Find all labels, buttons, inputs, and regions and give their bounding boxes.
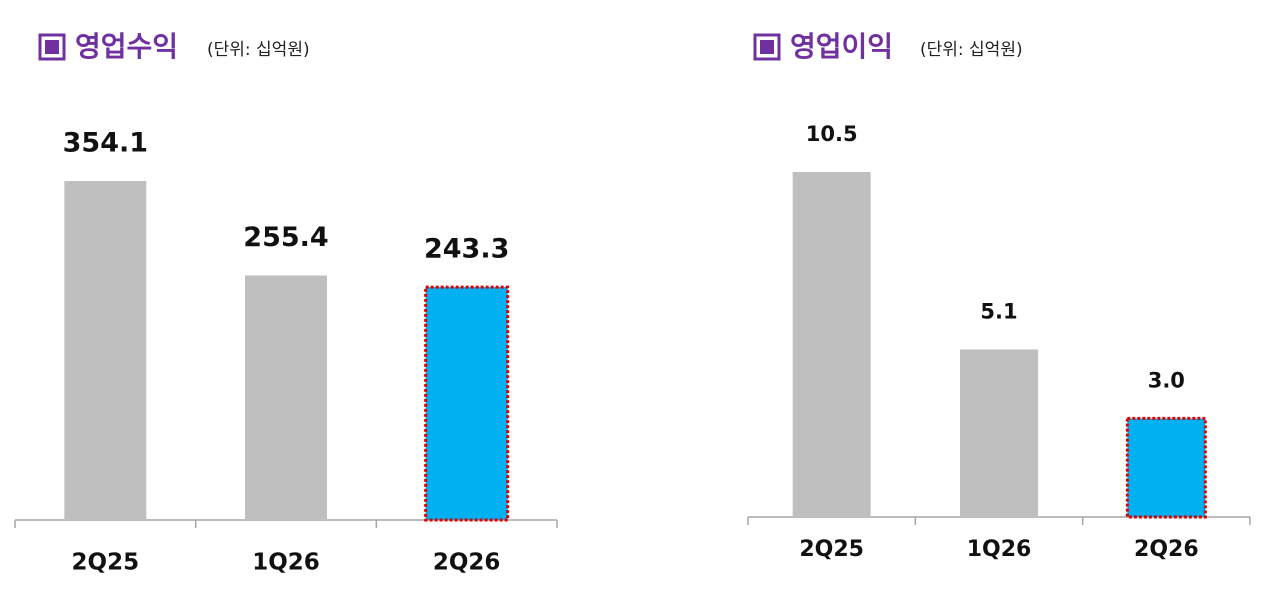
bar (792, 172, 871, 517)
x-tick-label: 1Q26 (967, 537, 1032, 562)
title-icon (760, 40, 774, 54)
bar (424, 285, 510, 522)
chart-subtitle: (단위: 십억원) (207, 40, 310, 60)
x-tick-label: 2Q26 (1134, 537, 1199, 562)
x-tick-label: 2Q26 (433, 550, 501, 576)
x-tick-label: 1Q26 (252, 550, 320, 576)
x-tick-label: 2Q25 (72, 550, 140, 576)
bar (245, 275, 327, 520)
title-icon (38, 33, 66, 61)
chart-title: 영업이익 (790, 30, 893, 63)
x-tick-label: 2Q25 (799, 537, 864, 562)
bar (64, 181, 147, 520)
bar (960, 349, 1038, 517)
value-label: 243.3 (424, 234, 509, 265)
value-label: 354.1 (63, 128, 148, 159)
value-label: 255.4 (243, 222, 328, 253)
title-icon (753, 33, 781, 61)
title-icon (45, 40, 59, 54)
value-label: 10.5 (806, 122, 858, 146)
value-label: 5.1 (980, 299, 1017, 323)
chart-subtitle: (단위: 십억원) (920, 40, 1023, 60)
value-label: 3.0 (1148, 368, 1185, 392)
chart-title: 영업수익 (75, 30, 178, 63)
bar (1125, 416, 1207, 519)
